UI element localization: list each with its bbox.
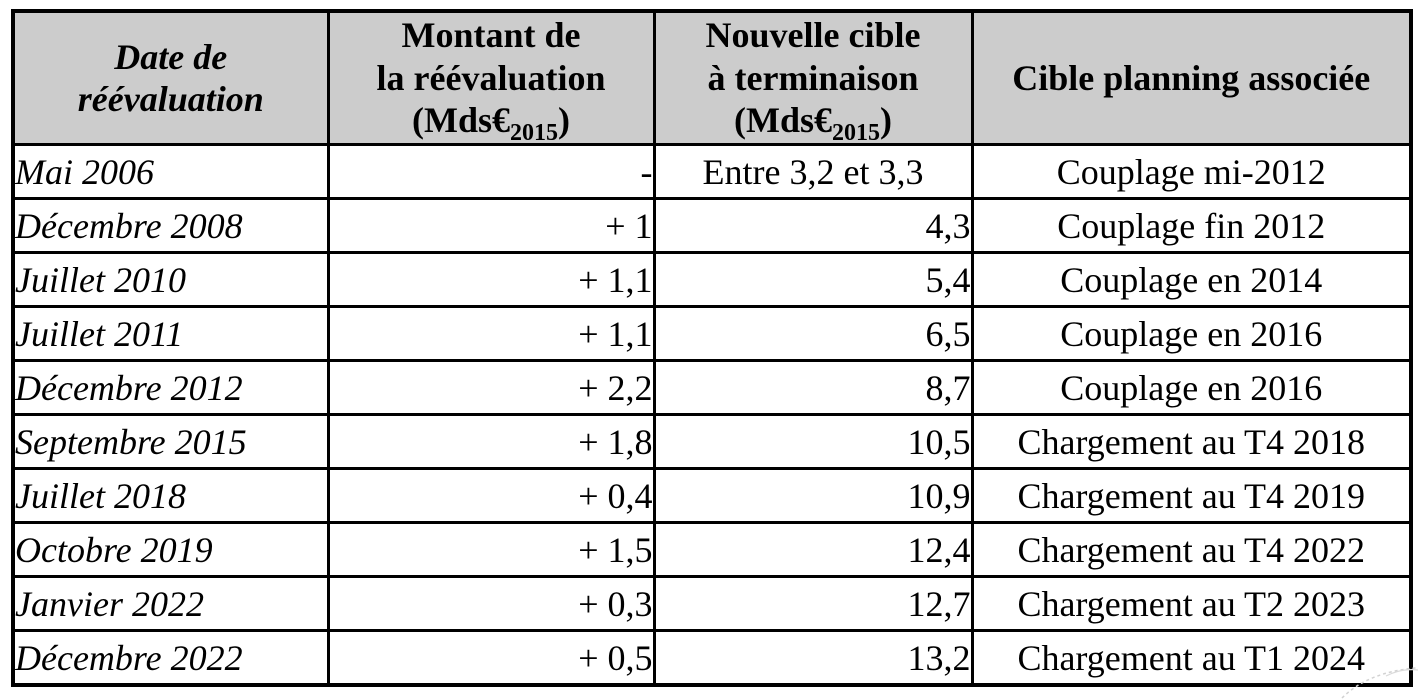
table-body: Mai 2006 - Entre 3,2 et 3,3 Couplage mi-… <box>11 143 1413 687</box>
table-row: Décembre 2008 + 1 4,3 Couplage fin 2012 <box>11 197 1413 254</box>
table-row: Mai 2006 - Entre 3,2 et 3,3 Couplage mi-… <box>11 143 1413 200</box>
header-cible-line2: à terminaison <box>707 57 919 98</box>
cell-montant: + 0,5 <box>326 629 656 687</box>
cell-planning: Couplage en 2016 <box>970 305 1413 362</box>
cell-planning: Couplage en 2016 <box>970 359 1413 416</box>
cell-montant: + 0,4 <box>326 467 656 524</box>
cell-date: Décembre 2012 <box>11 359 330 416</box>
table-row: Septembre 2015 + 1,8 10,5 Chargement au … <box>11 413 1413 470</box>
cell-montant: + 1,1 <box>326 305 656 362</box>
cell-date: Décembre 2008 <box>11 197 330 254</box>
header-row: Date de réévaluation Montant de la rééva… <box>11 9 1413 146</box>
header-date-label: Date de réévaluation <box>77 36 264 119</box>
cell-cible: 8,7 <box>652 359 974 416</box>
cell-cible: 4,3 <box>652 197 974 254</box>
cell-montant: + 2,2 <box>326 359 656 416</box>
header-montant-line2: la réévaluation <box>376 57 606 98</box>
table-row: Décembre 2022 + 0,5 13,2 Chargement au T… <box>11 629 1413 687</box>
cell-planning: Chargement au T4 2018 <box>970 413 1413 470</box>
cell-planning: Chargement au T4 2019 <box>970 467 1413 524</box>
cell-date: Janvier 2022 <box>11 575 330 632</box>
cell-planning: Couplage fin 2012 <box>970 197 1413 254</box>
header-cible: Nouvelle cible à terminaison (Mds€2015) <box>652 9 974 146</box>
header-montant: Montant de la réévaluation (Mds€2015) <box>326 9 656 146</box>
cell-cible: 5,4 <box>652 251 974 308</box>
cell-date: Décembre 2022 <box>11 629 330 687</box>
cell-montant: + 1,8 <box>326 413 656 470</box>
cell-cible: 6,5 <box>652 305 974 362</box>
header-cible-line1: Nouvelle cible <box>705 15 921 56</box>
cell-planning: Couplage en 2014 <box>970 251 1413 308</box>
header-montant-unit: (Mds€ <box>412 100 510 141</box>
cell-date: Juillet 2011 <box>11 305 330 362</box>
cell-montant: + 1 <box>326 197 656 254</box>
cell-cible: 10,5 <box>652 413 974 470</box>
cell-cible: 13,2 <box>652 629 974 687</box>
table-row: Juillet 2010 + 1,1 5,4 Couplage en 2014 <box>11 251 1413 308</box>
cell-planning: Couplage mi-2012 <box>970 143 1413 200</box>
header-cible-unit-close: ) <box>880 100 892 141</box>
cell-montant: + 0,3 <box>326 575 656 632</box>
cell-planning: Chargement au T2 2023 <box>970 575 1413 632</box>
cell-montant: - <box>326 143 656 200</box>
cell-date: Octobre 2019 <box>11 521 330 578</box>
header-planning-label: Cible planning associée <box>1012 57 1371 98</box>
cell-cible: 12,4 <box>652 521 974 578</box>
cell-date: Juillet 2010 <box>11 251 330 308</box>
cell-date: Septembre 2015 <box>11 413 330 470</box>
cell-date: Mai 2006 <box>11 143 330 200</box>
header-cible-unit-subscript: 2015 <box>832 120 880 145</box>
table-row: Juillet 2011 + 1,1 6,5 Couplage en 2016 <box>11 305 1413 362</box>
header-cible-unit: (Mds€ <box>734 100 832 141</box>
reevaluation-table: Date de réévaluation Montant de la rééva… <box>11 9 1413 687</box>
table-row: Octobre 2019 + 1,5 12,4 Chargement au T4… <box>11 521 1413 578</box>
header-date: Date de réévaluation <box>11 9 330 146</box>
cell-cible: 12,7 <box>652 575 974 632</box>
cell-cible: 10,9 <box>652 467 974 524</box>
cell-cible: Entre 3,2 et 3,3 <box>652 143 974 200</box>
table-header: Date de réévaluation Montant de la rééva… <box>11 9 1413 146</box>
header-planning: Cible planning associée <box>970 9 1413 146</box>
cell-montant: + 1,5 <box>326 521 656 578</box>
header-montant-line1: Montant de <box>401 15 581 56</box>
cell-planning: Chargement au T1 2024 <box>970 629 1413 687</box>
table-row: Janvier 2022 + 0,3 12,7 Chargement au T2… <box>11 575 1413 632</box>
cell-planning: Chargement au T4 2022 <box>970 521 1413 578</box>
cell-montant: + 1,1 <box>326 251 656 308</box>
cell-date: Juillet 2018 <box>11 467 330 524</box>
table-row: Juillet 2018 + 0,4 10,9 Chargement au T4… <box>11 467 1413 524</box>
header-montant-unit-close: ) <box>558 100 570 141</box>
header-montant-unit-subscript: 2015 <box>510 120 558 145</box>
table-row: Décembre 2012 + 2,2 8,7 Couplage en 2016 <box>11 359 1413 416</box>
